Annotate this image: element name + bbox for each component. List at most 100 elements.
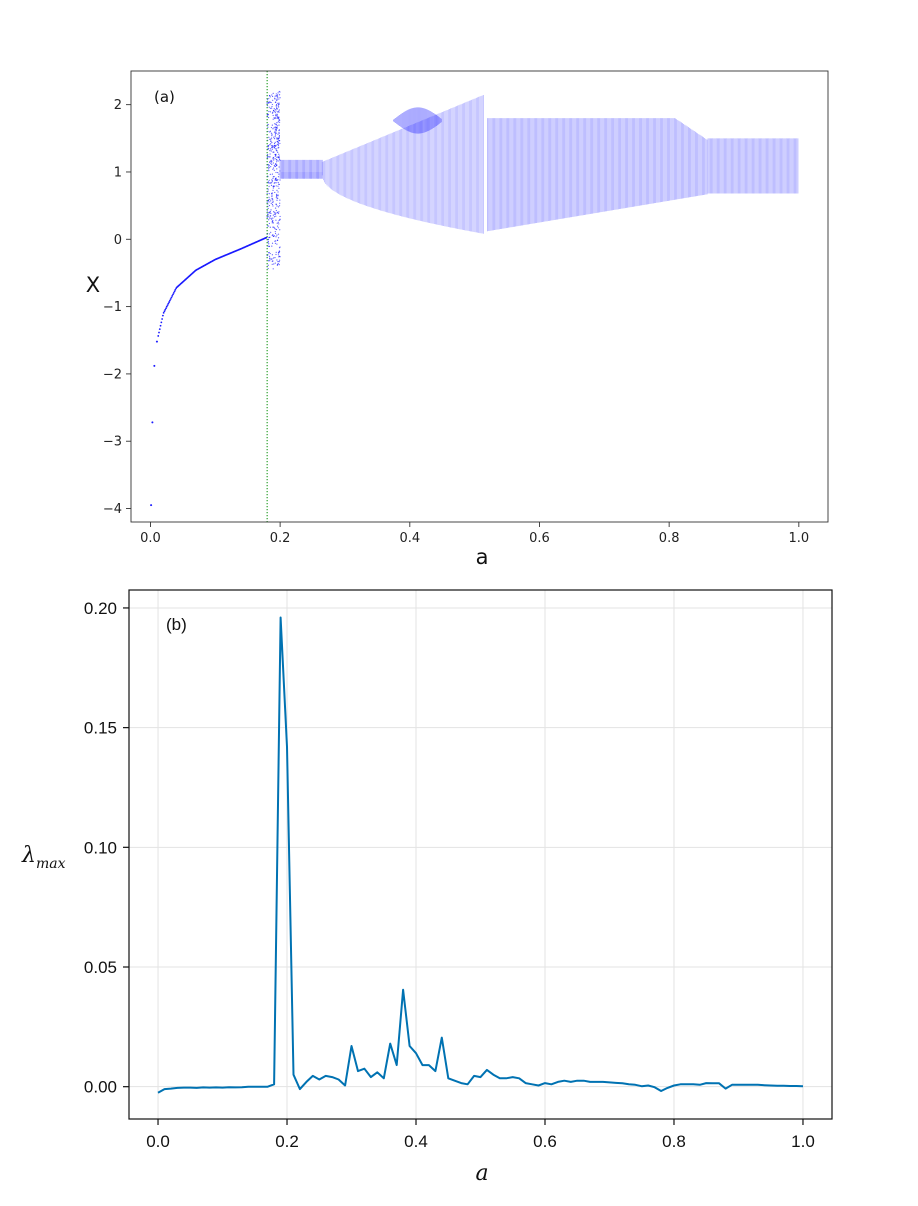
chaotic-point (276, 205, 278, 207)
chaotic-point (268, 136, 270, 138)
chaotic-point (271, 148, 273, 150)
chaotic-point (276, 94, 278, 97)
chaotic-point (275, 95, 277, 97)
chaotic-point (278, 102, 280, 104)
chaotic-point (269, 150, 271, 152)
chaotic-point (278, 223, 280, 225)
fixed-point (172, 293, 174, 296)
chaotic-point (277, 144, 279, 147)
chaotic-point (271, 220, 273, 222)
chaotic-point (275, 228, 278, 231)
chaotic-point (268, 196, 270, 198)
chaotic-point (274, 242, 277, 244)
chaotic-point (266, 254, 268, 257)
chaotic-point (267, 156, 269, 158)
chaotic-point (268, 110, 270, 113)
chaotic-point (268, 147, 270, 149)
chaotic-point (269, 111, 271, 113)
chaotic-point (275, 117, 277, 120)
fixed-point (170, 296, 173, 299)
bifurcation-points (150, 90, 799, 507)
fixed-point (161, 314, 164, 317)
chaotic-point (275, 158, 278, 161)
chaotic-point (278, 219, 280, 222)
chaotic-point (267, 200, 269, 202)
chaotic-point (278, 129, 280, 132)
chaotic-point (277, 102, 279, 104)
panel-a-x-axis-title: a (476, 545, 489, 569)
panel-b-y-ticks: 0.00 0.05 0.10 0.15 0.20 (84, 599, 129, 1097)
chaotic-point (267, 126, 269, 128)
chaotic-point (278, 121, 281, 123)
chaotic-point (276, 98, 278, 100)
chaotic-point (267, 264, 269, 266)
chaotic-point (277, 263, 279, 265)
chaotic-point (268, 97, 270, 100)
chaotic-point (277, 142, 279, 144)
chaotic-point (270, 218, 273, 220)
fixed-point (155, 340, 158, 343)
chaotic-point (272, 128, 274, 130)
chaotic-point (272, 144, 274, 147)
chaotic-point (272, 217, 274, 219)
chaotic-point (271, 133, 273, 135)
chaotic-point (278, 166, 280, 168)
chaotic-point (272, 109, 275, 112)
chaotic-point (274, 213, 276, 215)
chaotic-point (275, 251, 277, 253)
x-tick-label: 0.8 (659, 531, 680, 546)
chaotic-point (267, 238, 269, 241)
chaotic-point (275, 193, 278, 195)
chaotic-point (276, 168, 278, 170)
chaotic-point (266, 216, 268, 218)
chaotic-point (270, 126, 273, 129)
chaotic-point (268, 166, 270, 168)
chaotic-point (273, 167, 275, 169)
chaotic-point (275, 105, 277, 107)
chaotic-point (274, 182, 276, 184)
chaotic-point (272, 235, 275, 238)
fixed-point (158, 331, 160, 334)
chaotic-point (273, 108, 275, 110)
chaotic-point (268, 182, 270, 184)
chaotic-point (268, 106, 270, 108)
chaotic-point (274, 155, 276, 157)
panel-a-bifurcation-diagram: 0.0 0.2 0.4 0.6 0.8 1.0 −4 −3 −2 −1 0 1 2 (a) a X (86, 70, 829, 569)
chaotic-point (275, 162, 277, 165)
chaotic-point (276, 113, 278, 115)
chaotic-point (275, 93, 277, 95)
chaotic-point (276, 239, 279, 241)
chaotic-point (269, 101, 271, 103)
chaotic-point (269, 233, 271, 235)
chaotic-point (275, 131, 277, 133)
chaotic-point (268, 225, 270, 227)
chaotic-point (271, 196, 273, 198)
chaotic-point (277, 121, 279, 123)
chaotic-point (270, 101, 272, 104)
chaotic-point (270, 140, 272, 142)
y-tick-label: 1 (114, 165, 122, 180)
chaotic-point (276, 127, 278, 129)
chaotic-point (272, 205, 274, 207)
chaotic-point (272, 260, 274, 262)
panel-a-plot-frame (130, 70, 829, 523)
chaotic-point (277, 191, 279, 193)
chaotic-point (274, 232, 277, 235)
chaotic-point (276, 122, 278, 124)
chaotic-point (269, 96, 271, 98)
chaotic-point (278, 131, 280, 134)
chaotic-point (274, 101, 277, 103)
chaotic-point (272, 156, 274, 159)
chaotic-point (274, 257, 276, 259)
chaotic-point (271, 145, 274, 148)
chaotic-point (272, 222, 275, 224)
chaotic-point (270, 137, 273, 139)
chaotic-point (268, 204, 271, 207)
fixed-point (168, 301, 171, 303)
chaotic-point (272, 185, 275, 187)
y-tick-label: 0.15 (84, 719, 117, 738)
chaotic-point (276, 140, 278, 143)
fixed-point (162, 311, 165, 314)
chaotic-point (267, 114, 269, 116)
chaotic-point (274, 179, 276, 181)
